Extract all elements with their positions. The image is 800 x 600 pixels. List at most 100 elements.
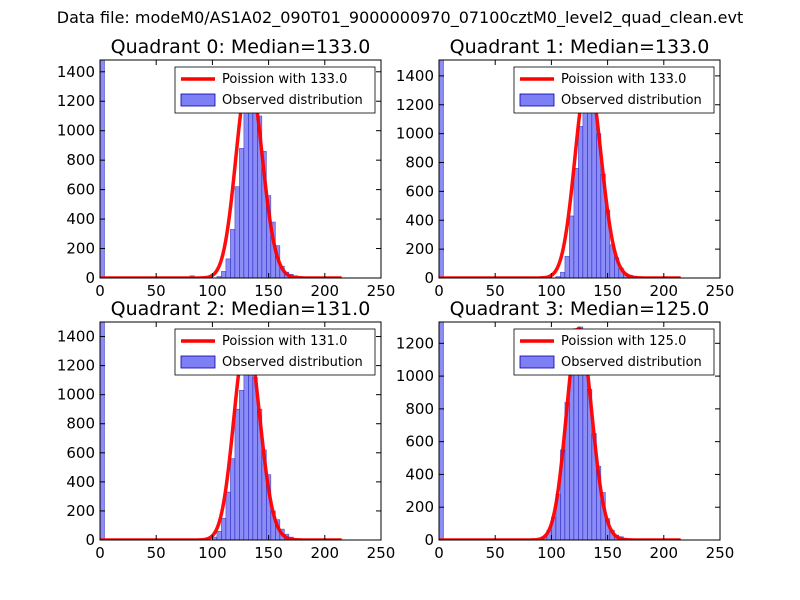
x-tick-label: 200 (649, 282, 678, 300)
figure-suptitle: Data file: modeM0/AS1A02_090T01_90000009… (56, 8, 744, 27)
y-tick-label: 600 (405, 182, 434, 200)
y-tick-label: 1200 (57, 92, 95, 110)
histogram-bar (564, 256, 570, 278)
y-tick-label: 800 (405, 400, 434, 418)
axes-frame (438, 59, 721, 279)
histogram-bar (569, 374, 575, 540)
y-tick-label: 200 (66, 240, 95, 258)
y-tick-label: 1200 (396, 96, 434, 114)
x-tick-label: 150 (593, 282, 622, 300)
y-tick-label: 200 (66, 502, 95, 520)
legend-hist-label: Observed distribution (222, 355, 363, 370)
histogram-bar (578, 126, 584, 278)
y-tick-label: 0 (424, 269, 434, 287)
x-tick-label: 200 (310, 544, 339, 562)
histogram-bar (221, 271, 227, 278)
chart-panel-1: Quadrant 1: Median=133.0 0 50 100 150 200 250 0… (396, 36, 735, 300)
panel-title: Quadrant 3: Median=125.0 (450, 298, 710, 320)
legend-hist-label: Observed distribution (561, 93, 702, 108)
y-tick-label: 1000 (57, 122, 95, 140)
x-tick-label: 250 (706, 544, 735, 562)
y-tick-label: 200 (405, 498, 434, 516)
x-tick-label: 50 (147, 544, 166, 562)
chart-panel-2: Quadrant 2: Median=131.0 0 50 100 150 200 250 0… (57, 298, 396, 562)
y-tick-label: 800 (66, 415, 95, 433)
y-tick-label: 1000 (396, 367, 434, 385)
histogram-bar (439, 60, 444, 278)
histogram-bar (230, 229, 236, 278)
legend: Poission with 125.0 Observed distribution (513, 328, 715, 376)
y-tick-label: 1000 (396, 125, 434, 143)
chart-panel-0: Quadrant 0: Median=133.0 0 50 100 150 200 250 0… (57, 36, 396, 300)
legend: Poission with 131.0 Observed distribution (174, 328, 376, 376)
histogram-bar (221, 517, 227, 540)
y-tick-label: 600 (66, 444, 95, 462)
legend-hist-swatch (519, 355, 555, 369)
y-tick-label: 1000 (57, 386, 95, 404)
y-tick-label: 1400 (57, 63, 95, 81)
plot-area (100, 322, 342, 540)
histogram-bar (225, 491, 231, 540)
chart-panel-3: Quadrant 3: Median=125.0 0 50 100 150 200 250 0… (396, 298, 735, 562)
panel-title: Quadrant 1: Median=133.0 (450, 36, 710, 58)
x-tick-label: 100 (198, 282, 227, 300)
panel-title: Quadrant 2: Median=131.0 (111, 298, 371, 320)
histogram-bar (234, 186, 240, 278)
histogram-bar (248, 86, 254, 278)
y-tick-label: 400 (405, 211, 434, 229)
axes-frame (99, 59, 382, 279)
y-tick-label: 1200 (396, 334, 434, 352)
x-tick-label: 150 (254, 544, 283, 562)
x-tick-label: 250 (367, 544, 396, 562)
x-tick-label: 0 (434, 544, 444, 562)
histogram-bar (239, 148, 245, 278)
x-tick-label: 150 (254, 282, 283, 300)
x-tick-label: 50 (147, 282, 166, 300)
legend-hist-label: Observed distribution (561, 355, 702, 370)
histogram-bar (225, 258, 231, 278)
legend-fit-label: Poission with 133.0 (222, 72, 347, 87)
y-tick-label: 0 (85, 531, 95, 549)
x-tick-label: 50 (486, 282, 505, 300)
y-tick-label: 1400 (396, 67, 434, 85)
x-tick-label: 100 (537, 282, 566, 300)
histogram-bar (439, 322, 444, 540)
x-tick-label: 150 (593, 544, 622, 562)
axes-frame (438, 321, 721, 541)
y-tick-label: 600 (405, 433, 434, 451)
y-tick-label: 0 (85, 269, 95, 287)
y-tick-label: 400 (405, 465, 434, 483)
x-tick-label: 250 (367, 282, 396, 300)
legend: Poission with 133.0 Observed distribution (513, 66, 715, 114)
legend-hist-swatch (180, 355, 216, 369)
histogram-bar (591, 108, 597, 278)
legend-hist-swatch (180, 93, 216, 107)
y-tick-label: 800 (66, 151, 95, 169)
x-tick-label: 100 (198, 544, 227, 562)
legend-hist-swatch (519, 93, 555, 107)
y-tick-label: 0 (424, 531, 434, 549)
axes-frame (99, 321, 382, 541)
x-tick-label: 250 (706, 282, 735, 300)
histogram-bar (100, 322, 105, 540)
histogram-bar (560, 271, 566, 278)
y-tick-label: 1400 (57, 328, 95, 346)
y-tick-label: 400 (66, 473, 95, 491)
histogram-bar (573, 167, 579, 278)
histogram-bar (100, 60, 105, 278)
y-tick-label: 200 (405, 240, 434, 258)
histogram-bar (243, 353, 249, 540)
x-tick-label: 0 (95, 282, 105, 300)
y-tick-label: 800 (405, 154, 434, 172)
legend: Poission with 133.0 Observed distribution (174, 66, 376, 114)
legend-box (513, 66, 715, 114)
x-tick-label: 100 (537, 544, 566, 562)
histogram-bar (243, 106, 249, 278)
panel-title: Quadrant 0: Median=133.0 (111, 36, 371, 58)
y-tick-label: 600 (66, 181, 95, 199)
histogram-bar (234, 408, 240, 540)
x-tick-label: 50 (486, 544, 505, 562)
x-tick-label: 0 (434, 282, 444, 300)
